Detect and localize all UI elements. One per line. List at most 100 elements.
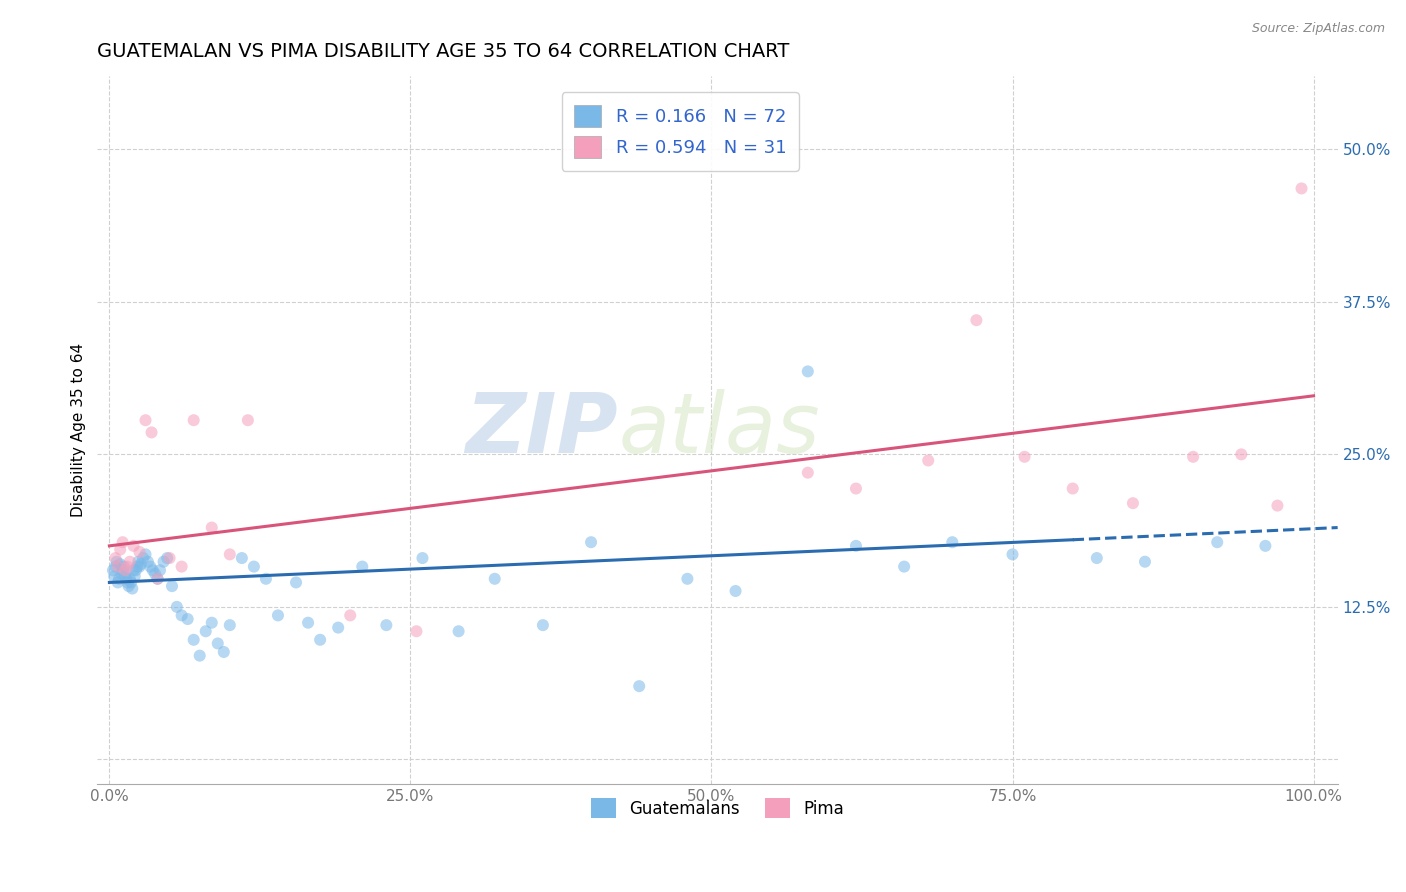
Point (1230, 447, 1253, 461)
Point (254, 572, 277, 586)
Point (110, 557, 132, 571)
Point (201, 615, 224, 630)
Point (107, 559, 129, 574)
Point (1291, 181, 1313, 195)
Point (117, 575, 139, 590)
Point (104, 551, 127, 566)
Point (114, 563, 136, 577)
Point (965, 313, 987, 327)
Point (176, 612, 198, 626)
Point (484, 572, 506, 586)
Text: atlas: atlas (619, 390, 820, 470)
Point (117, 559, 139, 574)
Point (170, 608, 193, 623)
Point (339, 608, 361, 623)
Point (328, 621, 350, 635)
Point (115, 572, 138, 586)
Point (128, 545, 150, 559)
Point (122, 539, 145, 553)
Point (142, 563, 165, 577)
Point (183, 413, 205, 427)
Point (236, 413, 259, 427)
Point (118, 579, 141, 593)
Point (146, 572, 169, 586)
Point (134, 548, 156, 562)
Point (149, 563, 172, 577)
Point (110, 542, 132, 557)
Point (183, 632, 205, 647)
Point (194, 624, 217, 639)
Point (917, 453, 939, 467)
Point (120, 575, 142, 590)
Point (125, 563, 148, 577)
Point (1206, 535, 1229, 549)
Point (297, 615, 319, 630)
Point (104, 559, 127, 574)
Point (941, 535, 963, 549)
Point (531, 618, 554, 632)
Point (108, 572, 131, 586)
Point (628, 679, 651, 693)
Point (285, 575, 308, 590)
Point (124, 569, 146, 583)
Point (1062, 482, 1084, 496)
Point (132, 551, 155, 566)
Point (101, 563, 124, 577)
Point (309, 632, 332, 647)
Point (121, 582, 143, 596)
Point (1001, 548, 1024, 562)
Point (201, 520, 224, 534)
Point (166, 599, 188, 614)
Point (160, 579, 183, 593)
Point (1014, 450, 1036, 464)
Point (1267, 499, 1289, 513)
Point (127, 555, 149, 569)
Point (188, 648, 211, 663)
Point (112, 559, 135, 574)
Point (139, 559, 162, 574)
Point (105, 555, 128, 569)
Point (1085, 551, 1108, 566)
Point (107, 575, 129, 590)
Point (267, 608, 290, 623)
Point (103, 569, 125, 583)
Point (579, 535, 602, 549)
Point (111, 563, 134, 577)
Point (1122, 496, 1144, 510)
Point (845, 539, 868, 553)
Point (159, 551, 181, 566)
Point (893, 559, 915, 574)
Point (170, 559, 193, 574)
Point (243, 559, 266, 574)
Point (111, 535, 134, 549)
Text: GUATEMALAN VS PIMA DISABILITY AGE 35 TO 64 CORRELATION CHART: GUATEMALAN VS PIMA DISABILITY AGE 35 TO … (97, 42, 790, 61)
Point (141, 425, 163, 440)
Point (447, 624, 470, 639)
Point (136, 555, 159, 569)
Point (845, 482, 868, 496)
Point (724, 584, 747, 599)
Text: Source: ZipAtlas.com: Source: ZipAtlas.com (1251, 22, 1385, 36)
Point (146, 572, 169, 586)
Point (218, 618, 240, 632)
Point (128, 559, 150, 574)
Y-axis label: Disability Age 35 to 64: Disability Age 35 to 64 (72, 343, 86, 517)
Point (676, 572, 699, 586)
Point (231, 551, 253, 566)
Point (1182, 450, 1205, 464)
Point (411, 551, 433, 566)
Point (797, 466, 820, 480)
Point (134, 413, 156, 427)
Point (118, 555, 141, 569)
Point (122, 563, 145, 577)
Point (212, 645, 235, 659)
Point (118, 572, 141, 586)
Point (127, 559, 149, 574)
Point (152, 555, 174, 569)
Point (143, 566, 166, 581)
Point (207, 636, 229, 650)
Point (129, 557, 152, 571)
Legend: Guatemalans, Pima: Guatemalans, Pima (585, 791, 851, 825)
Point (1254, 539, 1277, 553)
Point (156, 551, 179, 566)
